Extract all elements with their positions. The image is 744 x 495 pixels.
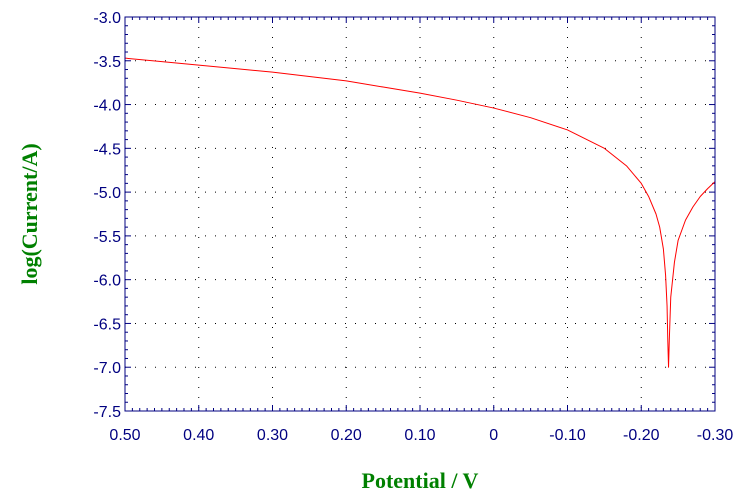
- y-tick-label: -6.0: [93, 273, 121, 290]
- tick-labels: 0.50 0.40 0.30 0.20 0.10 0 -0.10 -0.20 -0.30 -3.0…: [93, 10, 733, 444]
- x-tick-label: 0.40: [183, 427, 214, 444]
- x-tick-label: 0.10: [404, 427, 435, 444]
- y-tick-label: -6.5: [93, 316, 121, 333]
- y-axis-title: log(Current/A): [17, 143, 42, 284]
- y-tick-label: -5.0: [93, 185, 121, 202]
- x-axis-title: Potential / V: [362, 468, 479, 493]
- grid: [125, 17, 715, 411]
- y-tick-label: -7.5: [93, 404, 121, 421]
- tick-marks: [124, 16, 716, 412]
- y-tick-label: -5.5: [93, 229, 121, 246]
- x-tick-label: 0: [489, 427, 498, 444]
- x-tick-label: 0.20: [331, 427, 362, 444]
- series: [124, 57, 716, 368]
- x-tick-label: 0.30: [257, 427, 288, 444]
- plot-frame: [124, 16, 716, 412]
- x-tick-label: -0.10: [549, 427, 586, 444]
- y-tick-label: -3.5: [93, 54, 121, 71]
- y-tick-label: -3.0: [93, 10, 121, 27]
- series-line: [124, 57, 716, 368]
- y-tick-label: -4.0: [93, 98, 121, 115]
- x-tick-label: -0.20: [623, 427, 660, 444]
- y-tick-label: -4.5: [93, 141, 121, 158]
- y-tick-label: -7.0: [93, 360, 121, 377]
- x-tick-label: 0.50: [109, 427, 140, 444]
- x-tick-label: -0.30: [697, 427, 734, 444]
